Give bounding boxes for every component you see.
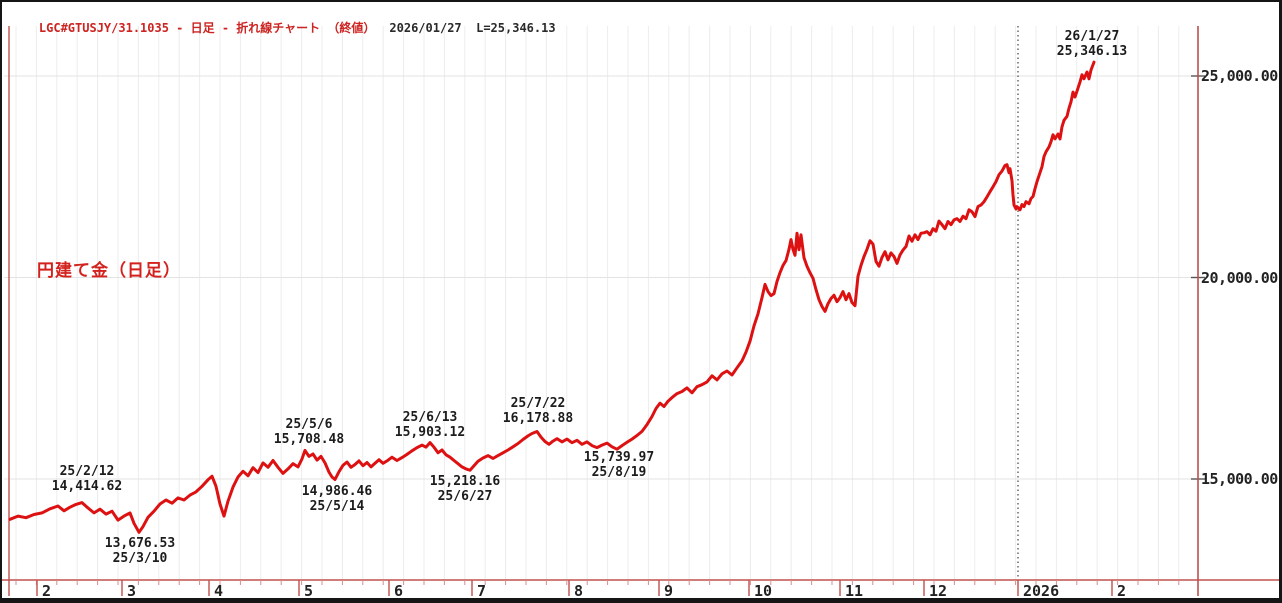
- x-axis-label: 8: [574, 582, 584, 600]
- annotation-line2: 15,708.48: [273, 432, 345, 447]
- chart-annotation: 15,739.97 25/8/19: [584, 450, 654, 480]
- y-axis-label: 15,000.00: [1201, 470, 1278, 488]
- annotation-line1: 25/2/12: [59, 464, 115, 479]
- x-axis-label: 5: [304, 582, 314, 600]
- annotation-line1: 13,676.53: [104, 536, 176, 551]
- chart-series-label: 円建て金（日足）: [37, 261, 181, 281]
- annotation-line1: 25/7/22: [510, 396, 566, 411]
- instrument-title: LGC#GTUSJY/31.1035 - 日足 - 折れ線チャート （終値）: [38, 21, 376, 35]
- x-axis-label: 9: [664, 582, 674, 600]
- chart-annotation: 14,986.46 25/5/14: [302, 484, 372, 514]
- annotation-line2: 25/8/19: [591, 465, 647, 480]
- chart-title-bar: LGC#GTUSJY/31.1035 - 日足 - 折れ線チャート （終値） 20…: [10, 5, 556, 35]
- x-axis-label: 10: [754, 582, 773, 600]
- x-axis-label: 12: [929, 582, 948, 600]
- chart-annotation: 13,676.53 25/3/10: [105, 536, 175, 566]
- chart-annotation: 15,218.16 25/6/27: [430, 474, 500, 504]
- annotation-line1: 25/5/6: [285, 417, 333, 432]
- x-axis-label: 7: [477, 582, 487, 600]
- annotation-line1: 14,986.46: [301, 484, 373, 499]
- x-axis-label: 6: [394, 582, 404, 600]
- watermark-logo: [1234, 598, 1282, 603]
- x-axis-label: 4: [214, 582, 224, 600]
- annotation-line2: 25/3/10: [112, 551, 168, 566]
- annotation-line2: 25/6/27: [437, 489, 493, 504]
- y-axis-label: 20,000.00: [1201, 269, 1278, 287]
- annotation-line2: 16,178.88: [502, 411, 574, 426]
- annotation-line1: 25/6/13: [402, 410, 458, 425]
- annotation-line1: 15,739.97: [583, 450, 655, 465]
- x-axis-label: 2026: [1023, 582, 1060, 600]
- annotation-line1: 15,218.16: [429, 474, 501, 489]
- chart-annotation: 25/6/13 15,903.12: [395, 410, 465, 440]
- x-axis-label: 2: [42, 582, 52, 600]
- annotation-line2: 25,346.13: [1056, 44, 1128, 59]
- last-date-value: 2026/01/27 L=25,346.13: [389, 21, 556, 35]
- chart-annotation: 25/5/6 15,708.48: [274, 417, 344, 447]
- annotation-line1: 26/1/27: [1064, 29, 1120, 44]
- annotation-line2: 25/5/14: [309, 499, 365, 514]
- annotation-line2: 15,903.12: [394, 425, 466, 440]
- x-axis-label: 11: [845, 582, 864, 600]
- chart-annotation: 25/7/22 16,178.88: [503, 396, 573, 426]
- chart-annotation: 25/2/12 14,414.62: [52, 464, 122, 494]
- annotation-line2: 14,414.62: [51, 479, 123, 494]
- chart-annotation: 26/1/27 25,346.13: [1057, 29, 1127, 59]
- x-axis-label: 3: [127, 582, 137, 600]
- x-axis-label: 2: [1117, 582, 1127, 600]
- y-axis-label: 25,000.00: [1201, 67, 1278, 85]
